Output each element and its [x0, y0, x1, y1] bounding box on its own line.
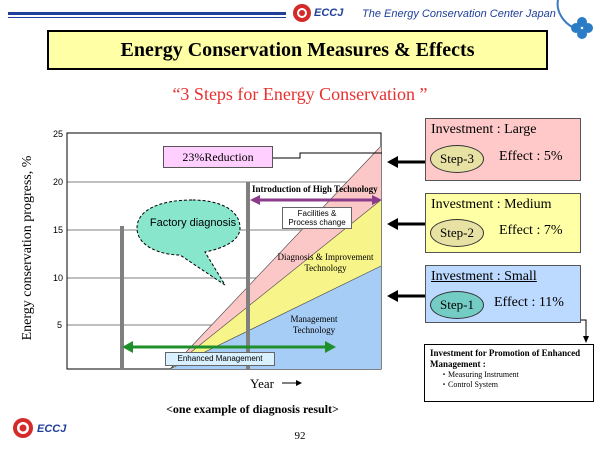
effect-label: Effect : 11%	[494, 295, 564, 310]
step-3-oval: Step-3	[430, 145, 484, 173]
footer-eccj-logo-icon	[13, 418, 33, 438]
factory-callout	[136, 199, 241, 286]
step-divider	[120, 226, 124, 369]
factory-diagnosis-label: Factory diagnosis	[149, 217, 237, 229]
promotion-item: ・Measuring Instrument	[440, 370, 519, 379]
facilities-label: Facilities & Process change	[282, 207, 352, 229]
investment-label: Investment : Large	[431, 122, 537, 137]
header-logo-text: ECCJ	[314, 7, 344, 19]
effect-label: Effect : 7%	[499, 223, 563, 238]
y-tick-label: 5	[57, 320, 63, 330]
promotion-item: ・Control System	[440, 380, 499, 389]
promotion-box: Investment for Promotion of Enhanced Man…	[424, 344, 594, 402]
diagram-caption: <one example of diagnosis result>	[166, 402, 339, 416]
header-rule-thin	[8, 17, 286, 18]
footer-logo-text: ECCJ	[37, 423, 67, 435]
effect-label: Effect : 5%	[499, 149, 563, 164]
y-tick-label: 25	[53, 129, 64, 139]
subtitle: “3 Steps for Energy Conservation ”	[172, 84, 428, 104]
diagnosis-label: Diagnosis & Improvement Technology	[277, 252, 374, 273]
step-2-box: Investment : Medium Step-2 Effect : 7%	[425, 193, 581, 253]
promotion-title: Investment for Promotion of Enhanced Man…	[430, 348, 581, 369]
page-number: 92	[294, 430, 306, 442]
step-2-pointer	[387, 218, 398, 230]
y-tick-label: 10	[53, 273, 64, 283]
header-org-name: The Energy Conservation Center Japan	[362, 8, 556, 20]
step-divider	[246, 182, 250, 369]
step-1-pointer	[387, 290, 398, 302]
y-tick-label: 20	[53, 177, 64, 187]
step-1-box: Investment : Small Step-1 Effect : 11%	[425, 265, 581, 323]
step-2-oval: Step-2	[430, 219, 484, 247]
x-axis-label: Year	[250, 376, 274, 391]
step-3-box: Investment : Large Step-3 Effect : 5%	[425, 118, 581, 181]
y-tick-label: 15	[53, 225, 64, 235]
management-label: Management Technology	[290, 314, 338, 335]
step-1-oval: Step-1	[430, 291, 484, 319]
enhanced-management-label: Enhanced Management	[165, 352, 275, 366]
step-3-pointer	[387, 156, 398, 168]
reduction-label: 23%Reduction	[163, 146, 273, 168]
header-rule	[8, 12, 286, 15]
eccj-logo-icon	[293, 4, 311, 22]
page-title: Energy Conservation Measures & Effects	[47, 30, 548, 70]
high-tech-label: Introduction of High Technology	[252, 184, 378, 194]
investment-label: Investment : Medium	[431, 197, 552, 212]
reduction-leader	[273, 152, 382, 159]
investment-label: Investment : Small	[431, 269, 537, 284]
clover-logo-icon	[556, 0, 593, 39]
